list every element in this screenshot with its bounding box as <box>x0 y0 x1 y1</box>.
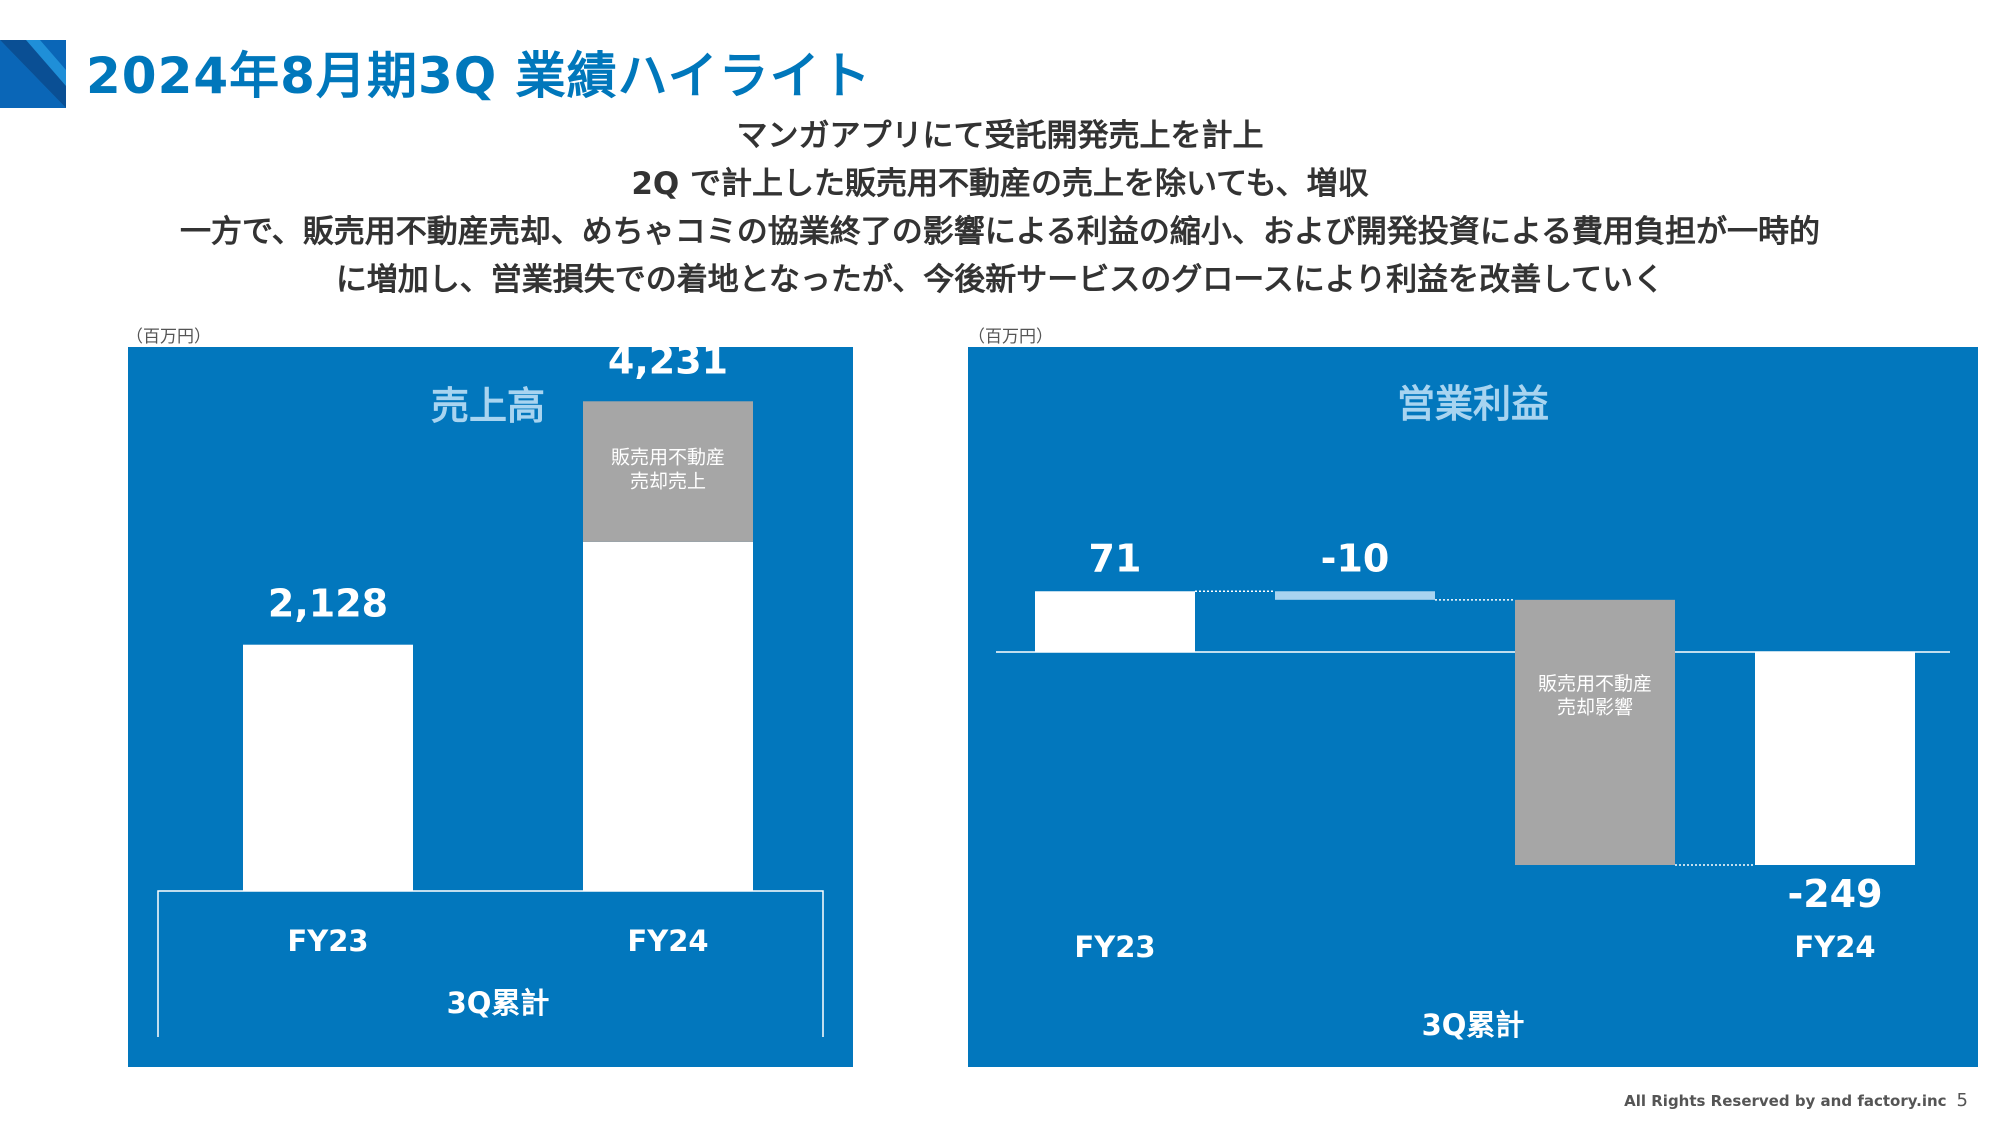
oi-bar-FY24 <box>1755 652 1915 865</box>
revenue-bar-segment-FY24 <box>583 401 753 542</box>
revenue-segment-label: 販売用不動産売却売上 <box>611 447 725 493</box>
operating-income-chart: 営業利益 71 FY23 -10 販売用不動産売却影響 -249 FY24 3Q累計 <box>996 382 1950 1042</box>
revenue-value-label-FY23: 2,128 <box>268 582 388 626</box>
oi-category-label-FY24: FY24 <box>1794 930 1875 964</box>
accent-triangle-icon <box>0 40 66 108</box>
revenue-bar-FY24 <box>583 541 753 891</box>
revenue-chart-panel: 売上高 2,128 FY23 販売用不動産売却売上 4,231 FY24 3Q累計 <box>128 338 853 1067</box>
revenue-chart: 売上高 2,128 FY23 販売用不動産売却売上 4,231 FY24 3Q累計 <box>157 338 824 1037</box>
summary-line: マンガアプリにて受託開発売上を計上 <box>736 118 1264 154</box>
revenue-category-label-FY24: FY24 <box>627 924 708 958</box>
oi-value-label-0: 71 <box>1089 536 1142 580</box>
chart-title-revenue: 売上高 <box>431 384 545 428</box>
unit-label-operating-income: （百万円） <box>968 327 1053 347</box>
chart-title-operating-income: 営業利益 <box>1397 382 1549 426</box>
summary-line: 2Q で計上した販売用不動産の売上を除いても、増収 <box>631 166 1369 202</box>
page-number: 5 <box>1956 1090 1968 1111</box>
oi-bar-FY23 <box>1035 591 1195 652</box>
operating-income-chart-panel: 営業利益 71 FY23 -10 販売用不動産売却影響 -249 FY24 3Q累計 <box>968 347 1978 1067</box>
unit-label-revenue: （百万円） <box>126 327 211 347</box>
summary-line: 一方で、販売用不動産売却、めちゃコミの協業終了の影響による利益の縮小、および開発… <box>180 214 1820 250</box>
revenue-bar-FY23 <box>243 644 413 891</box>
summary-text: マンガアプリにて受託開発売上を計上 2Q で計上した販売用不動産の売上を除いても… <box>0 112 2000 304</box>
revenue-category-label-FY23: FY23 <box>287 924 368 958</box>
copyright-text: All Rights Reserved by and factory.inc <box>1624 1092 1947 1110</box>
revenue-value-label-FY24: 4,231 <box>608 347 728 382</box>
revenue-group-bracket <box>157 890 824 1037</box>
oi-bar-delta-2 <box>1515 599 1675 865</box>
page-title: 2024年8月期3Q 業績ハイライト <box>86 47 872 105</box>
summary-line: に増加し、営業損失での着地となったが、今後新サービスのグロースにより利益を改善し… <box>335 262 1665 298</box>
footer: All Rights Reserved by and factory.inc 5 <box>1624 1090 1968 1111</box>
oi-segment-label: 販売用不動産売却影響 <box>1538 673 1652 719</box>
oi-value-label-3: -249 <box>1787 872 1882 916</box>
oi-bar-delta-1 <box>1275 591 1435 600</box>
oi-value-label-1: -10 <box>1321 536 1390 580</box>
revenue-group-label: 3Q累計 <box>447 986 550 1020</box>
oi-category-label-FY23: FY23 <box>1074 930 1155 964</box>
oi-group-label: 3Q累計 <box>1422 1008 1525 1042</box>
